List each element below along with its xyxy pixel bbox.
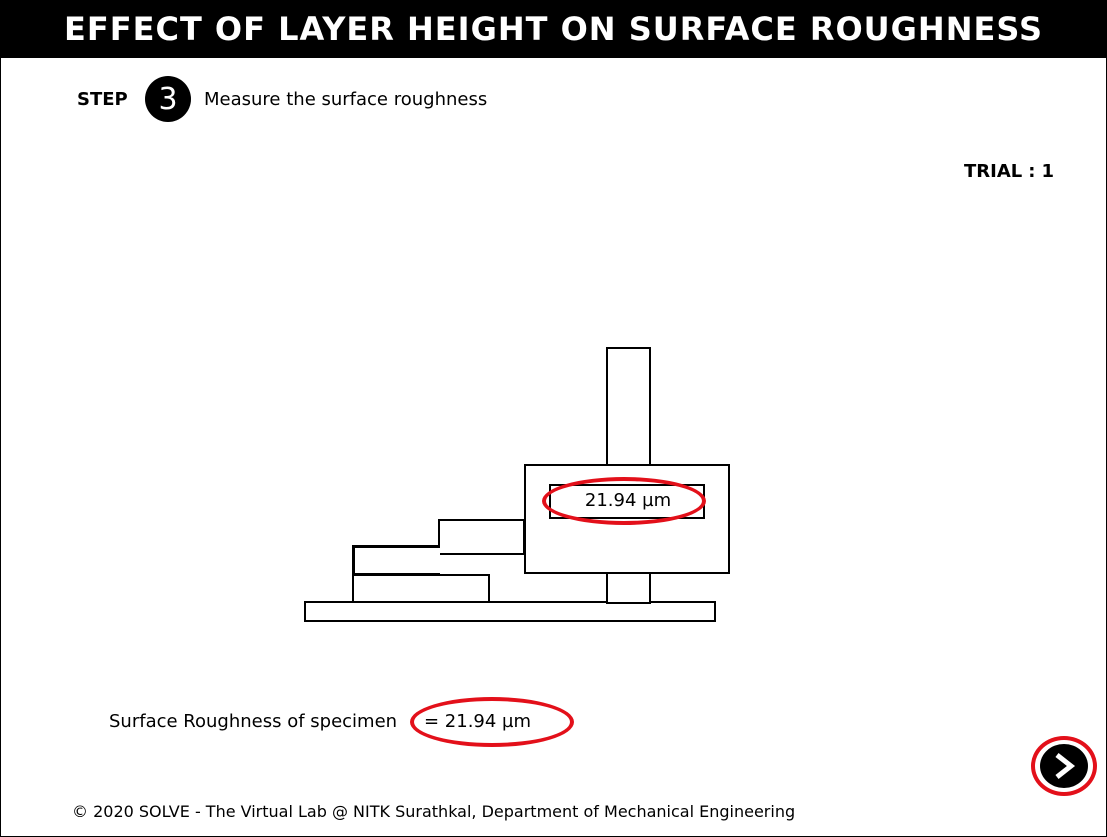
- tester-arm: [438, 519, 525, 555]
- step-number-badge: 3: [145, 76, 191, 122]
- step-instruction: Measure the surface roughness: [204, 89, 488, 110]
- step-label: STEP: [77, 89, 128, 110]
- stylus-probe: [352, 545, 440, 575]
- chevron-right-icon: [1055, 753, 1076, 779]
- readout-display: [549, 484, 705, 519]
- specimen-block: [352, 574, 490, 603]
- readout-value: 21.94 µm: [584, 490, 672, 511]
- trial-label: TRIAL: [964, 161, 1023, 182]
- result-label: Surface Roughness of specimen: [109, 711, 398, 732]
- header-bar: EFFECT OF LAYER HEIGHT ON SURFACE ROUGHN…: [0, 0, 1107, 58]
- next-button-circle: [1040, 744, 1088, 788]
- trial-number: 1: [1041, 161, 1054, 182]
- trial-separator: :: [1028, 161, 1036, 182]
- page-title: EFFECT OF LAYER HEIGHT ON SURFACE ROUGHN…: [64, 10, 1043, 48]
- result-value: = 21.94 µm: [424, 711, 532, 732]
- footer-copyright: © 2020 SOLVE - The Virtual Lab @ NITK Su…: [72, 802, 796, 821]
- trial-indicator: TRIAL:1: [964, 161, 1054, 182]
- tester-head: [524, 464, 730, 574]
- tester-base-plate: [304, 601, 716, 622]
- surface-roughness-tester: 21.94 µm: [300, 344, 740, 626]
- next-button[interactable]: [1031, 736, 1097, 796]
